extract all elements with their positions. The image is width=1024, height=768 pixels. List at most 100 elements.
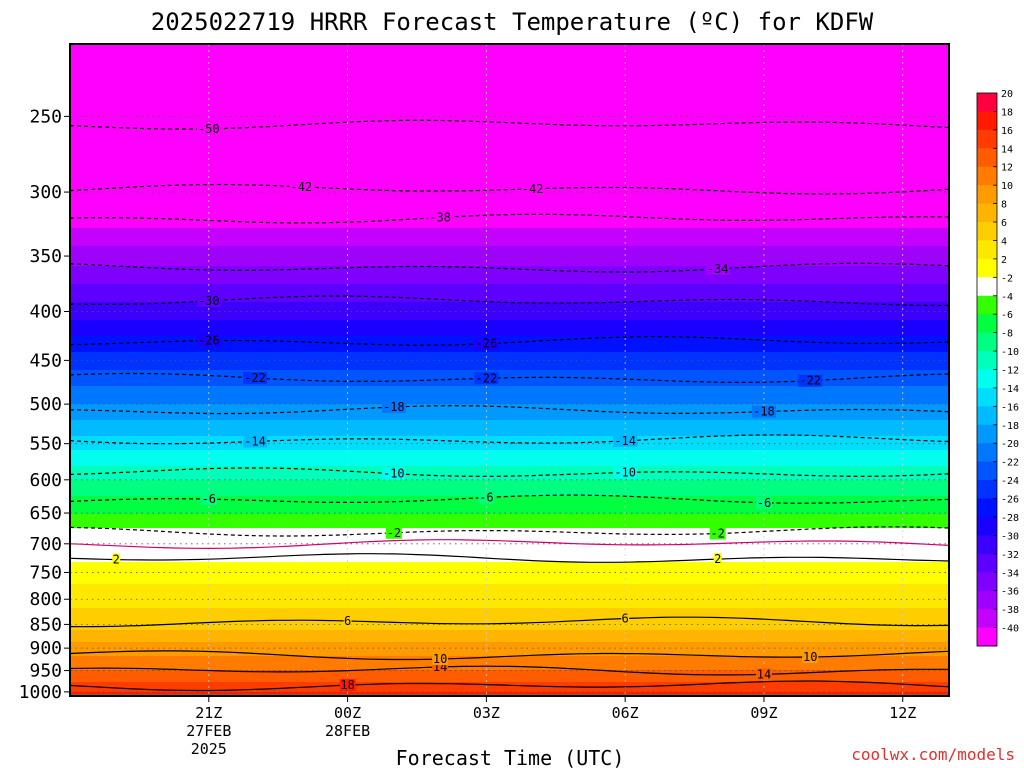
contour-line	[69, 616, 950, 628]
temperature-band	[70, 566, 949, 569]
temperature-band	[70, 154, 949, 157]
colorbar-swatch	[977, 406, 997, 426]
temperature-band	[70, 688, 949, 691]
colorbar-swatch	[977, 93, 997, 112]
contour-label: 14	[757, 667, 771, 681]
temperature-band	[70, 590, 949, 593]
temperature-band	[70, 216, 949, 219]
temperature-band	[70, 462, 949, 465]
temperature-band	[70, 346, 949, 349]
temperature-band	[70, 340, 949, 343]
temperature-band	[70, 422, 949, 425]
temperature-band	[70, 404, 949, 407]
temperature-band	[70, 92, 949, 95]
temperature-band	[70, 458, 949, 461]
temperature-band	[70, 628, 949, 631]
temperature-band	[70, 432, 949, 435]
colorbar-label: -30	[1001, 531, 1019, 542]
temperature-band	[70, 282, 949, 285]
temperature-band	[70, 672, 949, 675]
temperature-band	[70, 616, 949, 619]
temperature-band	[70, 344, 949, 347]
contour-label-bg	[381, 401, 406, 414]
colorbar-swatch	[977, 166, 997, 186]
temperature-band	[70, 676, 949, 679]
temperature-band	[70, 48, 949, 51]
temperature-band	[70, 480, 949, 483]
temperature-band	[70, 662, 949, 665]
temperature-band	[70, 642, 949, 645]
colorbar-label: -28	[1001, 513, 1019, 524]
temperature-band	[70, 428, 949, 431]
contour-label-bg	[289, 180, 314, 193]
temperature-band	[70, 234, 949, 237]
temperature-band	[70, 384, 949, 387]
colorbar-label: 10	[1001, 181, 1013, 192]
temperature-band	[70, 564, 949, 567]
colorbar-swatch	[977, 277, 997, 297]
temperature-band	[70, 236, 949, 239]
colorbar-label: -10	[1001, 347, 1019, 358]
temperature-band	[70, 502, 949, 505]
temperature-band	[70, 424, 949, 427]
temperature-band	[70, 440, 949, 443]
contour-label-bg	[196, 294, 221, 307]
temperature-band	[70, 618, 949, 621]
colorbar-swatch	[977, 148, 997, 168]
colorbar-swatch	[977, 387, 997, 407]
temperature-band	[70, 64, 949, 67]
contour-label: -6	[757, 496, 771, 510]
temperature-band	[70, 354, 949, 357]
temperature-band	[70, 522, 949, 525]
temperature-band	[70, 358, 949, 361]
colorbar-swatch	[977, 553, 997, 573]
colorbar-swatch	[977, 222, 997, 241]
temperature-band	[70, 562, 949, 565]
temperature-band	[70, 488, 949, 491]
temperature-band	[70, 334, 949, 337]
temperature-band	[70, 60, 949, 63]
temperature-band	[70, 594, 949, 597]
temperature-band	[70, 276, 949, 279]
temperature-band	[70, 114, 949, 117]
temperature-band	[70, 568, 949, 571]
y-tick-label: 950	[29, 661, 62, 682]
contour-label: -2	[387, 526, 401, 540]
colorbar-swatch	[977, 572, 997, 592]
temperature-band	[70, 536, 949, 539]
contour-label-bg	[613, 434, 638, 447]
x-tick-label: 00Z	[334, 704, 361, 722]
temperature-band	[70, 272, 949, 275]
contour-line	[69, 665, 950, 676]
temperature-band	[70, 538, 949, 541]
temperature-band	[70, 112, 949, 115]
x-tick-label: 27FEB	[186, 722, 231, 740]
colorbar-swatch	[977, 240, 997, 260]
contour-label: -26	[476, 337, 498, 351]
contour-label-bg	[343, 614, 352, 627]
temperature-band	[70, 182, 949, 185]
temperature-band	[70, 606, 949, 609]
temperature-band	[70, 390, 949, 393]
y-tick-label: 750	[29, 562, 62, 583]
credit-link[interactable]: coolwx.com/models	[851, 745, 1015, 764]
temperature-band	[70, 382, 949, 385]
temperature-band	[70, 406, 949, 409]
temperature-band	[70, 132, 949, 135]
temperature-band	[70, 486, 949, 489]
temperature-band	[70, 248, 949, 251]
contour-label: -22	[244, 371, 266, 385]
colorbar-label: -16	[1001, 402, 1019, 413]
temperature-band	[70, 146, 949, 149]
temperature-band	[70, 556, 949, 559]
colorbar-swatch	[977, 351, 997, 370]
contour-label: -34	[707, 262, 729, 276]
contour-label-bg	[243, 435, 268, 448]
temperature-band	[70, 134, 949, 137]
temperature-band	[70, 98, 949, 101]
temperature-band	[70, 144, 949, 147]
temperature-band	[70, 544, 949, 547]
temperature-band	[70, 160, 949, 163]
colorbar-label: -36	[1001, 587, 1019, 598]
